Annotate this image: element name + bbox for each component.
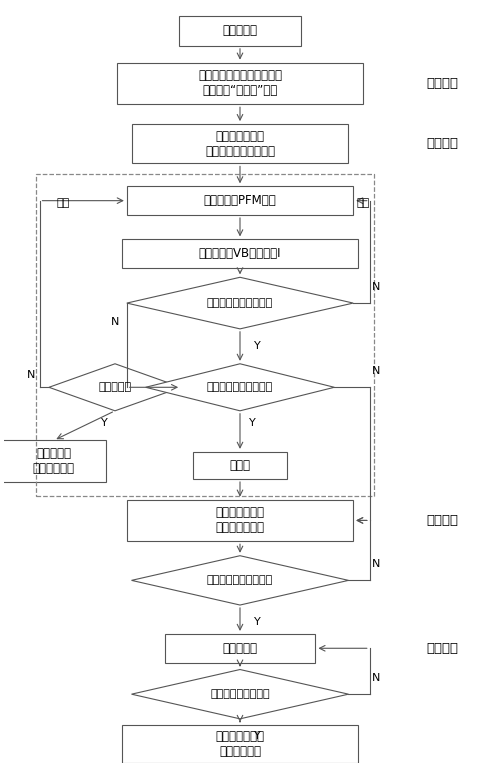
Text: 单片机控制PFM定频: 单片机控制PFM定频	[204, 194, 276, 207]
FancyBboxPatch shape	[122, 725, 358, 763]
Text: 照明阶段: 照明阶段	[426, 642, 458, 655]
Text: 灯故障，告
警，停止工作: 灯故障，告 警，停止工作	[33, 447, 75, 476]
Text: N: N	[111, 317, 120, 327]
FancyBboxPatch shape	[2, 440, 106, 482]
FancyBboxPatch shape	[127, 186, 353, 215]
FancyBboxPatch shape	[132, 124, 348, 163]
Text: 辅助电源上电，输出电压稳
定，输出“准备好”信号: 辅助电源上电，输出电压稳 定，输出“准备好”信号	[198, 70, 282, 97]
FancyBboxPatch shape	[193, 452, 287, 479]
Polygon shape	[49, 364, 181, 411]
FancyBboxPatch shape	[165, 634, 315, 663]
Polygon shape	[132, 670, 348, 719]
Text: 恒功率控制: 恒功率控制	[223, 642, 257, 655]
Text: 灯启动: 灯启动	[229, 459, 251, 472]
Polygon shape	[132, 556, 348, 605]
Text: 恒流控制：灯电
流等于额定电流: 恒流控制：灯电 流等于额定电流	[216, 506, 264, 535]
Text: Y: Y	[101, 419, 108, 429]
Text: 启动阶段: 启动阶段	[426, 137, 458, 150]
Text: 灯电压大于设定値？: 灯电压大于设定値？	[210, 690, 270, 700]
Text: 超过三次？: 超过三次？	[98, 382, 132, 392]
Text: N: N	[372, 366, 381, 376]
Text: 重复: 重复	[356, 198, 369, 208]
Text: 灯寿命终了，告
警，停止工作: 灯寿命终了，告 警，停止工作	[216, 730, 264, 758]
Text: 预热阶段: 预热阶段	[426, 514, 458, 527]
Polygon shape	[145, 364, 335, 411]
Text: 灯电流大于启动电流？: 灯电流大于启动电流？	[207, 382, 273, 392]
Text: N: N	[372, 281, 381, 291]
Text: 灯功率等于额定功率？: 灯功率等于额定功率？	[207, 575, 273, 585]
Polygon shape	[127, 278, 353, 329]
Text: Y: Y	[254, 617, 261, 627]
Text: Y: Y	[254, 731, 261, 741]
Text: 镇流器上电: 镇流器上电	[223, 25, 257, 38]
Text: Y: Y	[254, 341, 261, 351]
FancyBboxPatch shape	[179, 15, 301, 46]
Text: 检测灯电压VB、灯电流I: 检测灯电压VB、灯电流I	[199, 247, 281, 260]
Text: N: N	[26, 370, 35, 380]
Text: 灯电压小于最高电压？: 灯电压小于最高电压？	[207, 298, 273, 308]
Text: Y: Y	[250, 419, 256, 429]
Text: 控制电路工作：
同步电路输出同步信号: 控制电路工作： 同步电路输出同步信号	[205, 130, 275, 158]
FancyBboxPatch shape	[122, 239, 358, 268]
FancyBboxPatch shape	[127, 499, 353, 542]
Text: 准备阶段: 准备阶段	[426, 77, 458, 91]
Text: N: N	[372, 559, 381, 569]
FancyBboxPatch shape	[118, 63, 362, 104]
Text: N: N	[372, 673, 381, 683]
Text: 重复: 重复	[57, 198, 70, 208]
